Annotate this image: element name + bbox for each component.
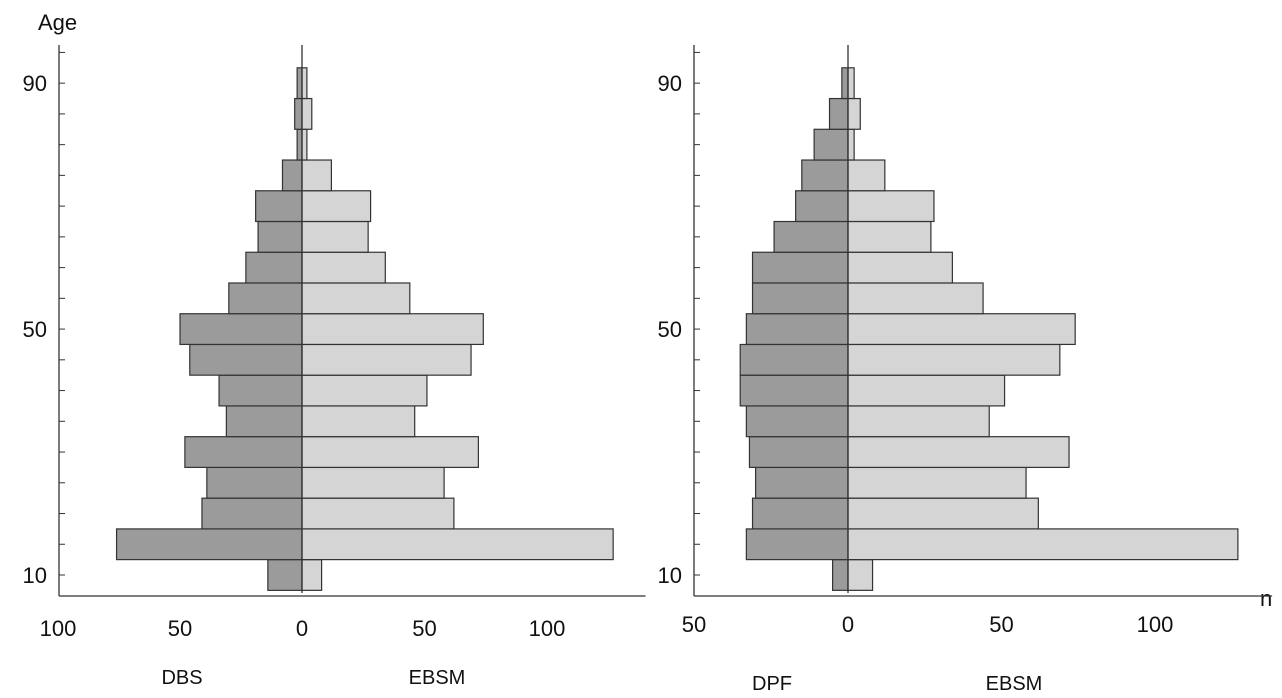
series-label-ebsm-0: EBSM <box>409 667 466 689</box>
bar-ebsm-age-90 <box>847 67 855 100</box>
x-tick-label-right-50: 50 <box>989 612 1013 637</box>
bar-ebsm-age-65 <box>301 220 369 253</box>
bar-dbs-age-65 <box>257 220 303 253</box>
bar-dbs-age-55 <box>228 282 303 315</box>
x-tick-label-left-0: 0 <box>296 616 308 641</box>
bar-dpf-age-20 <box>751 497 849 530</box>
series-label-dbs: DBS <box>161 667 202 689</box>
bar-dpf-age-35 <box>745 405 849 438</box>
bar-dpf-age-50 <box>745 313 849 346</box>
bar-ebsm-age-70 <box>847 190 935 223</box>
bar-ebsm-age-90 <box>301 67 308 100</box>
x-tick-label-left-50: 50 <box>168 616 192 641</box>
bar-ebsm-age-30 <box>301 436 479 468</box>
bar-dbs-age-25 <box>206 466 303 499</box>
bar-ebsm-age-50 <box>847 313 1076 346</box>
y-tick-label-50: 50 <box>658 317 682 342</box>
y-axis-title: Age <box>38 10 77 35</box>
bar-dbs-age-45 <box>189 343 303 376</box>
y-tick-label-10: 10 <box>23 563 47 588</box>
bar-ebsm-age-40 <box>301 374 428 407</box>
bar-ebsm-age-35 <box>301 405 416 438</box>
y-tick-label-10: 10 <box>658 563 682 588</box>
bar-ebsm-age-50 <box>301 313 484 346</box>
bar-ebsm-age-85 <box>847 97 861 130</box>
bar-ebsm-age-45 <box>847 343 1061 376</box>
y-tick-label-90: 90 <box>23 71 47 96</box>
bar-dpf-age-85 <box>828 97 849 130</box>
bar-dpf-age-60 <box>751 251 849 284</box>
bar-dbs-age-20 <box>201 497 303 530</box>
bar-ebsm-age-10 <box>301 559 323 591</box>
bar-ebsm-age-75 <box>301 159 332 192</box>
bar-dpf-age-25 <box>754 466 849 499</box>
x-tick-label-right-50: 50 <box>412 616 436 641</box>
bar-dbs-age-60 <box>245 251 303 284</box>
bar-dpf-age-75 <box>801 159 849 192</box>
bar-dbs-age-30 <box>184 436 303 468</box>
y-tick-label-50: 50 <box>23 317 47 342</box>
bar-dbs-age-40 <box>218 374 303 407</box>
bar-dbs-age-85 <box>294 97 303 130</box>
bar-ebsm-age-20 <box>301 497 455 530</box>
bar-ebsm-age-15 <box>847 528 1239 561</box>
bar-dpf-age-90 <box>841 67 849 100</box>
series-label-dpf: DPF <box>752 673 792 693</box>
bar-ebsm-age-55 <box>847 282 984 315</box>
bar-dpf-age-30 <box>748 436 849 468</box>
bar-dbs-age-50 <box>179 313 303 346</box>
series-label-ebsm-1: EBSM <box>986 673 1043 693</box>
bar-ebsm-age-60 <box>847 251 953 284</box>
bar-dbs-age-35 <box>225 405 303 438</box>
bar-ebsm-age-80 <box>847 128 855 161</box>
bar-dpf-age-55 <box>751 282 849 315</box>
n-axis-title: n <box>1260 586 1272 611</box>
bar-dpf-age-10 <box>831 559 849 591</box>
bar-ebsm-age-45 <box>301 343 472 376</box>
bar-ebsm-age-75 <box>847 159 886 192</box>
bar-ebsm-age-30 <box>847 436 1070 468</box>
pyramid-panel-dbs: 10 50 90 100 50 0 50 100 DBS EBSM <box>23 45 646 689</box>
bar-dpf-age-40 <box>739 374 849 407</box>
bar-dbs-age-75 <box>281 159 303 192</box>
bar-dpf-age-45 <box>739 343 849 376</box>
bar-dbs-age-80 <box>296 128 303 161</box>
bar-ebsm-age-65 <box>847 220 932 253</box>
bar-ebsm-age-60 <box>301 251 386 284</box>
bar-dbs-age-10 <box>267 559 303 591</box>
bar-ebsm-age-25 <box>847 466 1027 499</box>
bar-ebsm-age-55 <box>301 282 411 315</box>
bar-ebsm-age-80 <box>301 128 308 161</box>
bar-ebsm-age-35 <box>847 405 990 438</box>
bar-dpf-age-15 <box>745 528 849 561</box>
bar-dpf-age-70 <box>795 190 849 223</box>
bar-ebsm-age-85 <box>301 97 313 130</box>
bar-dpf-age-80 <box>813 128 849 161</box>
x-tick-label-left-100: 100 <box>40 616 77 641</box>
bar-ebsm-age-25 <box>301 466 445 499</box>
bar-ebsm-age-70 <box>301 190 372 223</box>
y-tick-label-90: 90 <box>658 71 682 96</box>
bar-dpf-age-65 <box>773 220 849 253</box>
x-tick-label-left-50: 50 <box>682 612 706 637</box>
bar-ebsm-age-15 <box>301 528 614 561</box>
bar-dbs-age-15 <box>115 528 303 561</box>
bar-ebsm-age-20 <box>847 497 1039 530</box>
bar-ebsm-age-10 <box>847 559 874 591</box>
x-tick-label-left-0: 0 <box>842 612 854 637</box>
x-tick-label-right-100: 100 <box>1137 612 1174 637</box>
bar-dbs-age-70 <box>255 190 303 223</box>
bar-dbs-age-90 <box>296 67 303 100</box>
x-tick-label-right-100: 100 <box>529 616 566 641</box>
bar-ebsm-age-40 <box>847 374 1006 407</box>
